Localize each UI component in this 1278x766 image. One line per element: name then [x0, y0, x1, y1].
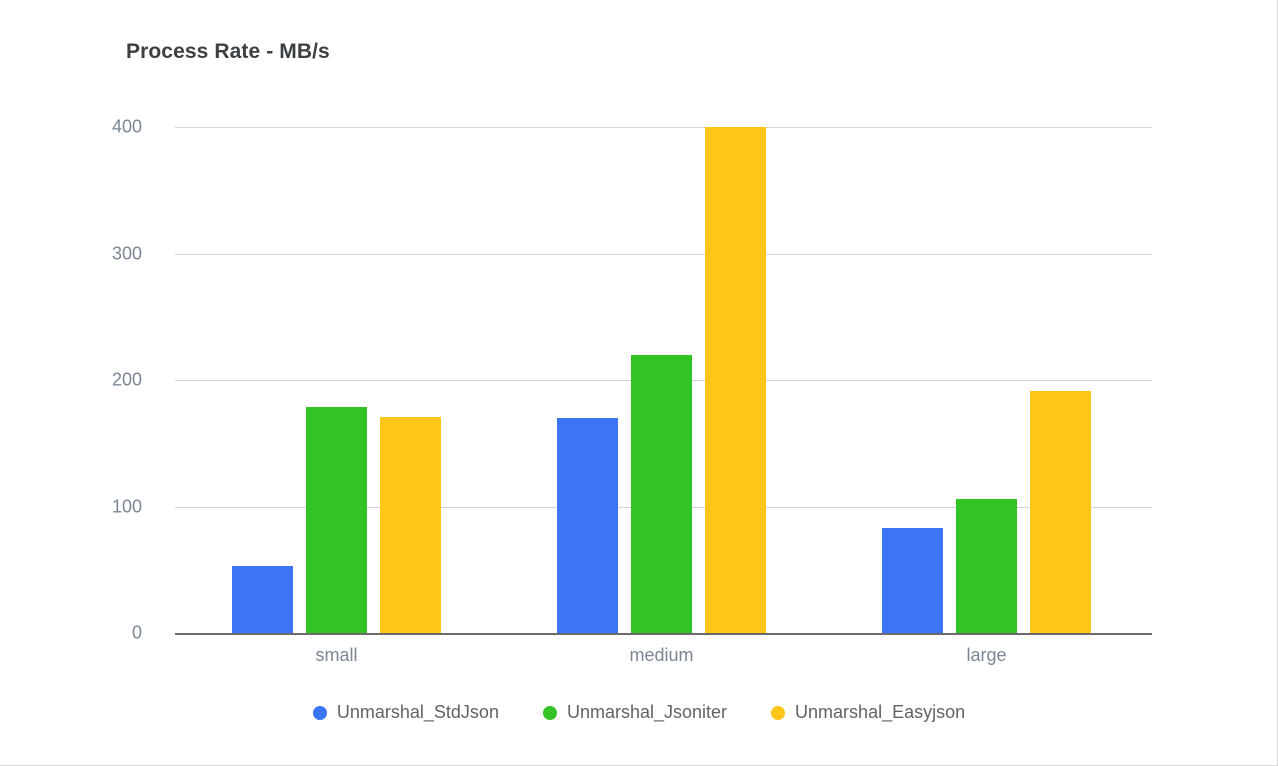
gridline-400: [175, 127, 1152, 128]
y-tick-label: 300: [111, 243, 142, 263]
bar-medium-Unmarshal_StdJson[interactable]: [557, 417, 618, 633]
legend-label: Unmarshal_StdJson: [336, 702, 499, 722]
x-tick-label-medium: medium: [629, 645, 694, 665]
bar-large-Unmarshal_StdJson[interactable]: [882, 528, 943, 633]
chart-legend: Unmarshal_StdJson Unmarshal_Jsoniter Unmar…: [0, 702, 1278, 723]
legend-item-Unmarshal_Easyjson[interactable]: Unmarshal_Easyjson: [771, 702, 965, 723]
legend-item-Unmarshal_Jsoniter[interactable]: Unmarshal_Jsoniter: [542, 702, 728, 723]
plot-area: [175, 127, 1152, 635]
y-tick-label: 100: [111, 496, 142, 516]
legend-dot-icon: [312, 705, 327, 720]
x-axis: small medium large: [175, 645, 1152, 673]
y-tick-label: 400: [111, 116, 142, 137]
chart-title: Process Rate - MB/s: [126, 40, 330, 63]
bar-large-Unmarshal_Easyjson[interactable]: [1030, 391, 1091, 633]
bar-medium-Unmarshal_Jsoniter[interactable]: [631, 354, 692, 633]
y-axis: 0 100 200 300 400: [0, 117, 160, 643]
gridline-300: [175, 253, 1152, 255]
y-tick-label: 200: [111, 369, 142, 390]
y-tick-label: 0: [131, 622, 142, 643]
x-tick-label-large: large: [966, 645, 1007, 665]
legend-item-Unmarshal_StdJson[interactable]: Unmarshal_StdJson: [312, 702, 499, 723]
x-tick-label-small: small: [315, 645, 358, 665]
legend-dot-icon: [771, 705, 786, 720]
bar-small-Unmarshal_StdJson[interactable]: [232, 565, 293, 633]
gridline-0: [175, 633, 1152, 635]
bar-small-Unmarshal_Jsoniter[interactable]: [306, 406, 367, 633]
legend-label: Unmarshal_Easyjson: [795, 702, 966, 722]
legend-label: Unmarshal_Jsoniter: [566, 702, 728, 722]
bar-large-Unmarshal_Jsoniter[interactable]: [956, 498, 1017, 633]
bar-medium-Unmarshal_Easyjson[interactable]: [705, 127, 766, 633]
legend-dot-icon: [542, 705, 557, 720]
bar-small-Unmarshal_Easyjson[interactable]: [380, 416, 441, 633]
